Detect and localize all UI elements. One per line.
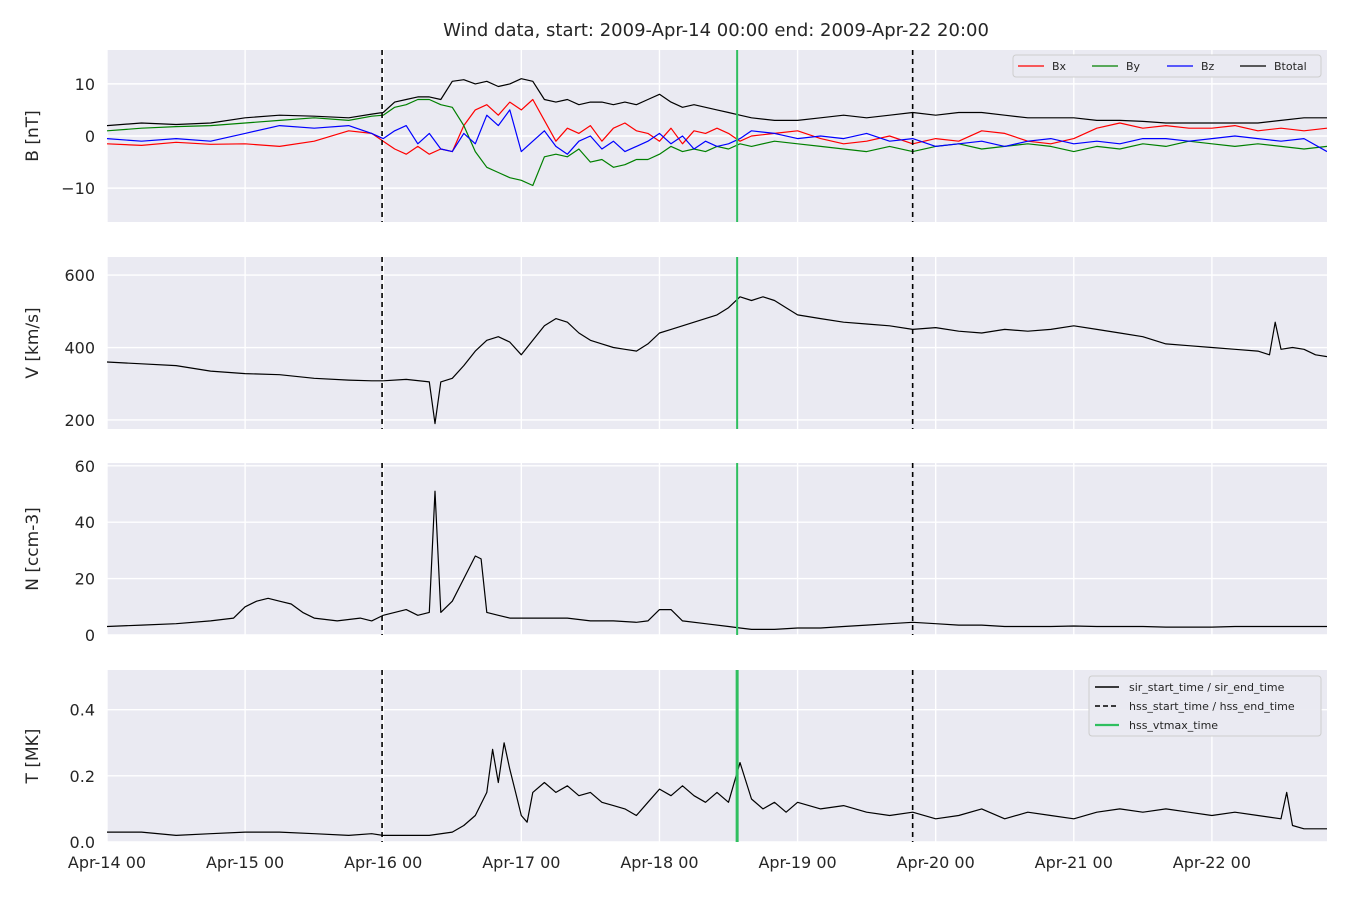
x-tick-label: Apr-17 00 (482, 853, 560, 872)
legend-label: sir_start_time / sir_end_time (1129, 681, 1285, 694)
x-tick-label: Apr-19 00 (758, 853, 836, 872)
x-tick-label: Apr-22 00 (1173, 853, 1251, 872)
x-tick-label: Apr-15 00 (206, 853, 284, 872)
x-tick-label: Apr-18 00 (620, 853, 698, 872)
x-tick-label: Apr-16 00 (344, 853, 422, 872)
series-line-n (107, 490, 1327, 630)
panel-background (107, 463, 1327, 635)
legend-label: Bx (1052, 60, 1067, 73)
y-tick-label: 0 (85, 626, 95, 645)
legend-label: Btotal (1274, 60, 1307, 73)
legend-t-entry: hss_start_time / hss_end_time (1095, 700, 1295, 713)
series-line-by (107, 98, 1327, 187)
legend-t-entry: sir_start_time / sir_end_time (1095, 681, 1285, 694)
x-tick-label: Apr-14 00 (68, 853, 146, 872)
chart-title: Wind data, start: 2009-Apr-14 00:00 end:… (443, 20, 989, 41)
x-tick-label: Apr-20 00 (897, 853, 975, 872)
legend-t-entry: hss_vtmax_time (1095, 719, 1218, 732)
y-tick-label: 0.4 (70, 701, 95, 720)
y-tick-label: 60 (75, 457, 95, 476)
legend-b-entry-btotal: Btotal (1240, 60, 1307, 73)
y-axis-label: T [MK] (23, 729, 43, 785)
legend-b-entry-by: By (1092, 60, 1141, 73)
panel-v: 600 400 200 V [km/s] (23, 257, 1327, 430)
series-line-btotal (107, 78, 1327, 127)
y-tick-label: 0.2 (70, 767, 95, 786)
y-tick-label: −10 (61, 179, 95, 198)
legend-b-entry-bz: Bz (1167, 60, 1215, 73)
y-tick-label: 0.0 (70, 833, 95, 852)
legend-label: hss_start_time / hss_end_time (1129, 700, 1295, 713)
y-tick-label: 400 (64, 339, 95, 358)
y-tick-label: 20 (75, 570, 95, 589)
legend-t-box (1088, 675, 1322, 737)
x-tick-label: Apr-21 00 (1035, 853, 1113, 872)
series-group (107, 490, 1327, 630)
legend-b: Bx By Bz Btotal (1012, 54, 1322, 78)
series-group (107, 296, 1327, 425)
panel-b: 10 0 −10 B [nT] (23, 50, 1327, 222)
series-line-bz (107, 109, 1327, 155)
panel-background (107, 257, 1327, 429)
legend-label: By (1126, 60, 1141, 73)
series-line-v (107, 296, 1327, 425)
y-tick-label: 600 (64, 266, 95, 285)
legend-t: sir_start_time / sir_end_time hss_start_t… (1088, 675, 1322, 737)
y-tick-label: 0 (85, 127, 95, 146)
series-line-t (107, 742, 1327, 836)
series-group (107, 742, 1327, 836)
panel-n: 60 40 20 0 N [ccm-3] (23, 457, 1327, 645)
y-axis-label: V [km/s] (23, 307, 43, 378)
legend-label: Bz (1201, 60, 1215, 73)
y-tick-label: 200 (64, 411, 95, 430)
y-axis-label: B [nT] (23, 110, 43, 162)
series-line-bx (107, 98, 1327, 155)
legend-b-entry-bx: Bx (1018, 60, 1067, 73)
legend-label: hss_vtmax_time (1129, 719, 1218, 732)
y-axis-label: N [ccm-3] (23, 507, 43, 591)
series-group (107, 78, 1327, 187)
y-tick-label: 10 (75, 75, 95, 94)
y-tick-label: 40 (75, 513, 95, 532)
